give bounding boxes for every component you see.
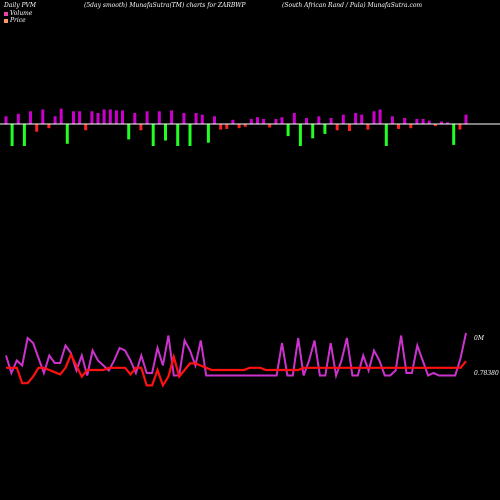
volume-bar: [194, 113, 198, 125]
axis-label-volume: 0M: [474, 335, 485, 342]
volume-bar: [200, 114, 204, 125]
volume-bar: [286, 124, 290, 137]
volume-bar: [390, 116, 394, 124]
chart-title-left: Daily PVM: [4, 2, 37, 9]
volume-bar: [114, 110, 118, 124]
volume-bar: [452, 124, 456, 145]
volume-bar: [22, 124, 26, 146]
volume-bar: [464, 114, 468, 125]
volume-bar: [384, 124, 388, 146]
volume-bar: [262, 118, 266, 124]
volume-bar: [84, 124, 88, 131]
volume-bar: [440, 121, 443, 124]
volume-bar: [78, 111, 82, 125]
volume-bar: [427, 120, 431, 124]
volume-bar: [317, 116, 321, 124]
volume-bar: [47, 124, 51, 129]
volume-bar: [108, 109, 112, 124]
legend-price-label: Price: [10, 17, 26, 24]
volume-bar: [10, 124, 14, 146]
volume-bar: [139, 124, 143, 131]
volume-bar: [16, 113, 20, 124]
volume-bar: [256, 117, 259, 124]
volume-bar: [280, 117, 284, 124]
volume-bar: [329, 118, 333, 124]
volume-bar: [90, 111, 94, 125]
volume-bar: [274, 118, 278, 124]
volume-bar: [292, 113, 296, 125]
volume-bar: [72, 111, 75, 125]
volume-bar: [249, 118, 253, 124]
volume-bar: [170, 110, 174, 124]
volume-bar: [366, 124, 370, 130]
volume-bar: [415, 118, 419, 124]
volume-line: [5, 332, 467, 380]
volume-bar: [409, 124, 413, 129]
price-line: [6, 351, 467, 388]
volume-bar: [354, 113, 358, 125]
axis-label-price: 0.78380: [474, 370, 499, 377]
volume-bar: [311, 124, 315, 139]
volume-bar: [421, 118, 425, 124]
volume-bar: [305, 118, 308, 124]
volume-bar: [145, 111, 149, 125]
volume-bar: [231, 119, 235, 125]
volume-bar: [206, 124, 210, 143]
volume-bar: [96, 113, 100, 125]
volume-bar: [121, 110, 124, 124]
volume-bar: [41, 109, 45, 124]
volume-bar: [243, 124, 247, 127]
legend-volume-label: Volume: [10, 10, 33, 17]
chart-title-main: (5day smooth) MunafaSutra(TM) charts for…: [84, 2, 246, 9]
volume-bar: [433, 124, 437, 127]
volume-bar: [372, 111, 376, 125]
legend-price: Price: [4, 17, 26, 24]
volume-bar: [225, 124, 229, 129]
volume-bars: [4, 108, 468, 146]
volume-bar: [127, 124, 131, 140]
volume-bar: [348, 124, 351, 131]
chart-title-right: (South African Rand / Pula) MunafaSutra.…: [282, 2, 423, 9]
volume-bar: [53, 116, 57, 124]
volume-bar: [268, 124, 272, 128]
volume-bar: [102, 109, 106, 124]
volume-bar: [35, 124, 39, 132]
volume-bar: [133, 113, 137, 125]
volume-bar: [323, 124, 327, 134]
legend-volume: Volume: [4, 10, 32, 17]
volume-bar: [237, 124, 241, 129]
volume-bar: [176, 124, 180, 146]
volume-bar: [360, 114, 364, 125]
volume-bar: [397, 124, 400, 129]
volume-bar: [298, 124, 302, 146]
volume-bar: [213, 116, 216, 124]
volume-bar: [458, 124, 462, 130]
volume-bar: [188, 124, 192, 146]
volume-bar: [182, 113, 186, 125]
volume-bar: [378, 109, 382, 124]
volume-bar: [151, 124, 155, 146]
volume-bar: [157, 111, 161, 125]
volume-bar: [341, 114, 345, 125]
volume-bar: [4, 116, 8, 124]
volume-bar: [65, 124, 69, 144]
legend-volume-swatch: [4, 11, 8, 16]
volume-bar: [335, 124, 339, 131]
volume-bar: [164, 124, 167, 141]
volume-bar: [59, 108, 63, 124]
volume-bar: [446, 122, 450, 124]
volume-bar: [219, 124, 223, 130]
volume-bar: [403, 118, 407, 124]
volume-bar: [29, 111, 32, 125]
legend-price-swatch: [4, 18, 8, 23]
